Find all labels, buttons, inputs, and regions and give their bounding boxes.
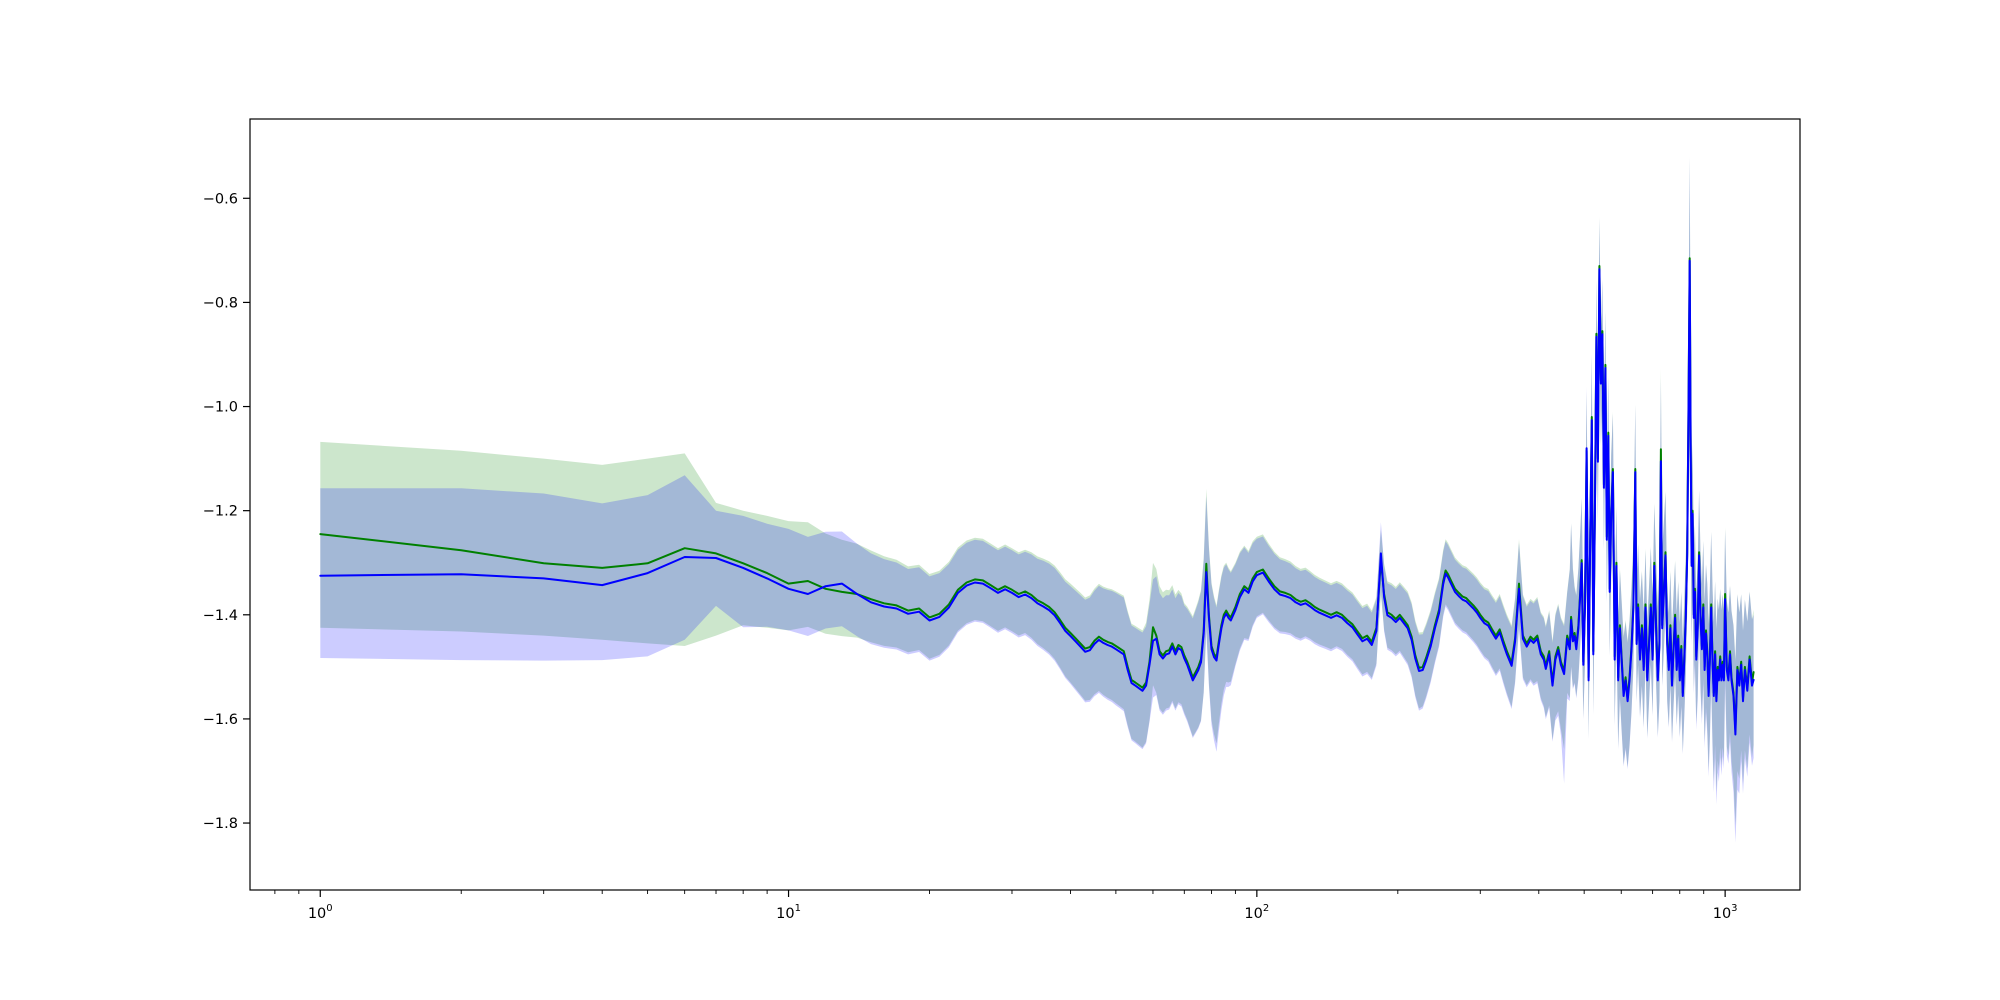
y-tick-label: −1.6	[203, 712, 238, 728]
y-axis-ticks	[243, 197, 250, 824]
y-tick-label: −0.8	[203, 295, 238, 311]
x-axis-ticks	[274, 890, 1726, 897]
x-axis-tick-labels: 100 101 102 103	[308, 903, 1738, 922]
confidence-bands	[320, 156, 1754, 843]
x-tick-label: 103	[1713, 903, 1738, 922]
x-tick-label: 100	[308, 903, 333, 922]
x-tick-label: 102	[1244, 903, 1269, 922]
series-lines	[319, 257, 1755, 736]
y-tick-label: −0.6	[203, 191, 238, 207]
y-tick-label: −1.8	[203, 816, 238, 832]
green-confidence-band	[320, 156, 1754, 826]
y-tick-label: −1.2	[203, 504, 238, 520]
y-axis-tick-labels: −0.6 −0.8 −1.0 −1.2 −1.4 −1.6 −1.8	[203, 191, 238, 832]
y-tick-label: −1.0	[203, 400, 238, 416]
x-tick-label: 101	[776, 903, 801, 922]
axes-frame	[249, 118, 1801, 891]
blue-line	[319, 259, 1755, 736]
y-tick-label: −1.4	[203, 608, 238, 624]
blue-confidence-band	[320, 156, 1754, 843]
